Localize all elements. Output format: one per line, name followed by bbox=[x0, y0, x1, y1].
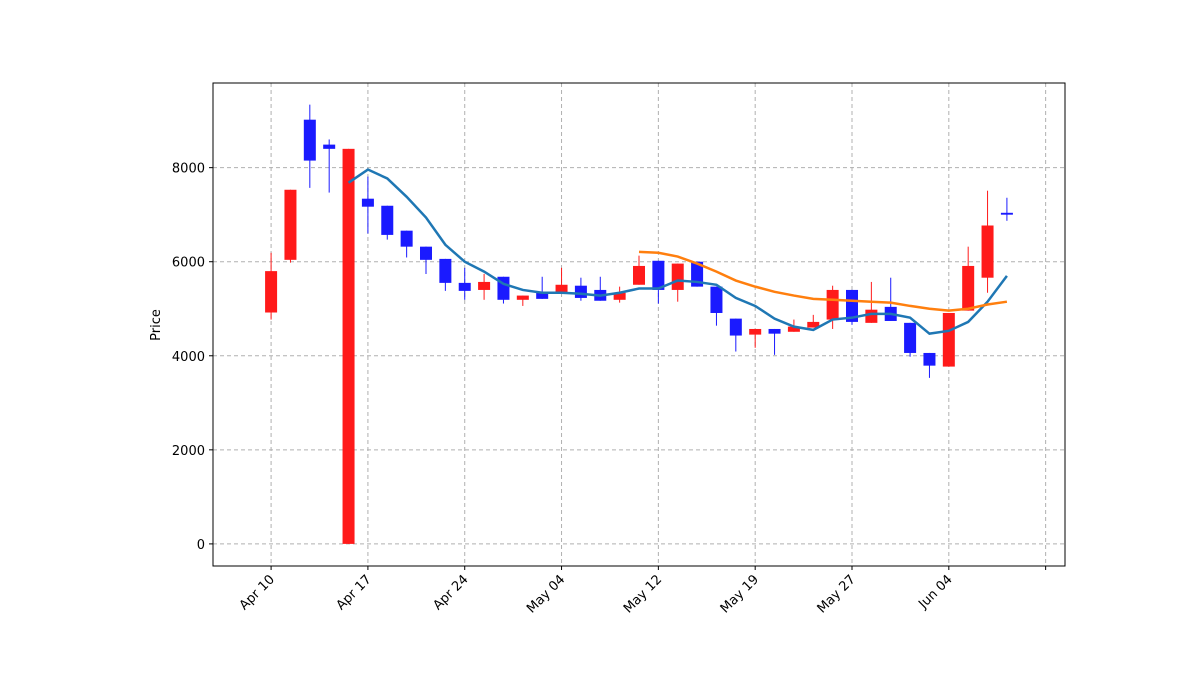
candle-body bbox=[826, 289, 839, 320]
candle-body bbox=[923, 352, 936, 366]
candle-body bbox=[419, 246, 433, 260]
candle-body bbox=[400, 230, 413, 247]
candle-body bbox=[981, 225, 994, 278]
candle-body bbox=[381, 205, 394, 235]
candle-body bbox=[691, 261, 704, 287]
moving-average-line bbox=[347, 168, 1008, 335]
candle-body bbox=[342, 148, 355, 544]
x-tick-label: May 04 bbox=[524, 572, 568, 616]
candle-body bbox=[265, 271, 278, 313]
candle-body bbox=[865, 309, 878, 323]
candle-body bbox=[787, 326, 800, 332]
candle-body bbox=[710, 286, 723, 313]
candle-body bbox=[323, 144, 336, 149]
candle-body bbox=[478, 281, 491, 290]
moving-average-line bbox=[638, 250, 1008, 312]
candle-body bbox=[361, 198, 374, 207]
y-tick-label: 2000 bbox=[172, 444, 205, 459]
x-tick-label: May 27 bbox=[815, 572, 859, 616]
candle-body bbox=[962, 265, 975, 311]
candle-body bbox=[768, 328, 781, 334]
y-tick-label: 0 bbox=[197, 538, 205, 553]
x-tick-label: Jun 04 bbox=[915, 572, 955, 612]
candle-body bbox=[536, 291, 549, 299]
y-axis-label: Price bbox=[149, 309, 164, 341]
candle-body bbox=[284, 189, 297, 260]
candle-body bbox=[652, 260, 665, 290]
candle-body bbox=[729, 318, 742, 336]
y-tick-label: 6000 bbox=[172, 256, 205, 271]
candle-body bbox=[1000, 212, 1013, 215]
y-tick-label: 4000 bbox=[172, 350, 205, 365]
candle-body bbox=[439, 258, 452, 283]
plot-frame bbox=[212, 82, 1066, 567]
x-tick-label: Apr 10 bbox=[237, 572, 278, 613]
y-tick-label: 8000 bbox=[172, 162, 205, 177]
candle-body bbox=[303, 119, 316, 161]
x-tick-label: May 12 bbox=[621, 572, 665, 616]
candle-body bbox=[807, 321, 820, 328]
candle-body bbox=[555, 284, 568, 294]
x-tick-label: May 19 bbox=[718, 572, 762, 616]
candle-body bbox=[671, 263, 684, 290]
x-tick-label: Apr 24 bbox=[430, 572, 471, 613]
candle-body bbox=[632, 265, 646, 285]
candle-body bbox=[613, 292, 626, 300]
candle-body bbox=[749, 328, 762, 335]
candle-body bbox=[904, 322, 917, 353]
candle-body bbox=[458, 282, 471, 291]
candle-body bbox=[516, 295, 529, 300]
candle-body bbox=[574, 285, 587, 298]
x-tick-label: Apr 17 bbox=[334, 572, 375, 613]
candle-body bbox=[942, 312, 955, 367]
candle-body bbox=[845, 289, 859, 322]
